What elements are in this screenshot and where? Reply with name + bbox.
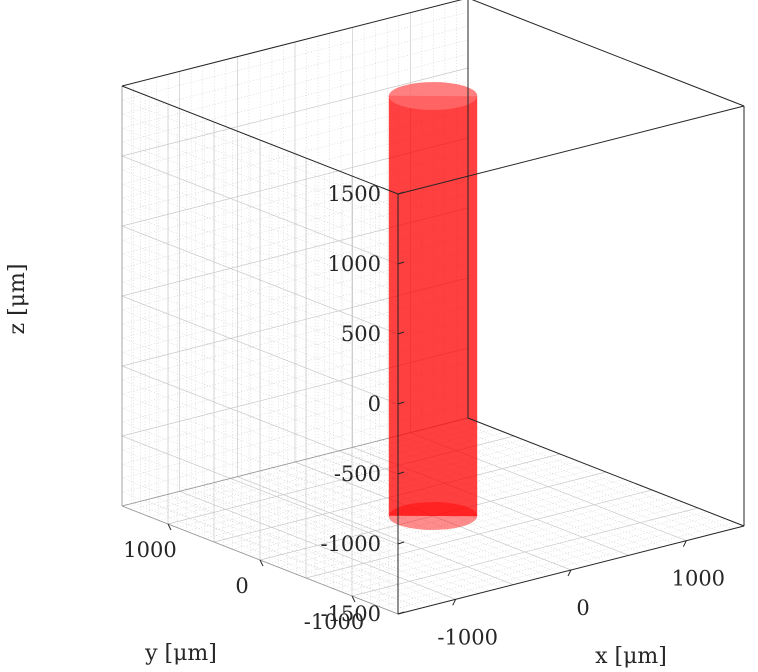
z-tick-label: -1500: [320, 602, 381, 626]
z-tick-mark: [397, 611, 405, 615]
floor-minor-grid-line: [223, 457, 570, 546]
side-wall-grid-line: [121, 379, 399, 489]
z-axis-label: z [μm]: [5, 264, 30, 335]
side-wall-grid-line: [121, 491, 399, 601]
cylinder-top-cap: [388, 82, 478, 110]
cylinder-body: [388, 95, 478, 517]
y-tick-label: -1000: [304, 610, 365, 634]
floor-minor-grid-line: [250, 468, 597, 557]
side-wall-grid-line: [121, 365, 399, 475]
box-edge: [397, 105, 745, 195]
side-wall-grid-line: [121, 323, 399, 433]
box-edge: [471, 0, 745, 107]
side-wall-grid-line: [121, 253, 399, 363]
side-wall-grid-line: [121, 337, 399, 447]
side-wall-grid-line: [121, 127, 399, 237]
back-wall-grid-line: [121, 25, 469, 115]
x-axis-label: x [μm]: [595, 644, 667, 669]
z-tick-label: -500: [334, 462, 381, 486]
z-tick-mark: [397, 261, 405, 265]
side-wall-grid-line: [121, 141, 399, 251]
floor-minor-grid-line: [351, 507, 699, 597]
floor-minor-grid-line: [324, 496, 671, 586]
side-wall-grid-line: [121, 211, 399, 321]
side-wall-grid-line: [121, 155, 399, 265]
side-wall-grid-line: [121, 239, 399, 349]
y-tick-mark: [259, 559, 264, 567]
side-wall-grid-line: [121, 309, 399, 419]
floor-minor-grid-line: [204, 450, 551, 539]
labels-layer: -1500-1000-500050010001500-100001000-100…: [5, 182, 725, 669]
side-wall-grid-line: [121, 197, 399, 307]
side-wall-grid-line: [121, 113, 399, 223]
side-wall-grid-line: [121, 99, 399, 209]
floor-minor-grid-line: [379, 518, 726, 608]
side-wall-grid-line: [121, 225, 399, 335]
z-tick-label: 1500: [328, 182, 381, 206]
x-tick-mark: [452, 599, 457, 606]
floor-minor-grid-line: [232, 460, 579, 550]
back-wall-grid-line: [121, 53, 469, 143]
side-wall-grid-line: [121, 435, 399, 545]
side-wall-grid-line: [121, 351, 399, 461]
z-tick-label: 0: [368, 392, 381, 416]
z-tick-mark: [397, 401, 405, 405]
z-tick-mark: [397, 331, 405, 335]
floor-minor-grid-line: [315, 493, 662, 582]
floor-minor-grid-line: [342, 504, 689, 593]
front-box-layer: [121, 0, 745, 615]
floor-minor-grid-line: [213, 453, 561, 543]
floor-minor-grid-line: [361, 511, 708, 600]
side-wall-grid-line: [121, 463, 399, 573]
side-wall-grid-line: [121, 477, 399, 587]
floor-minor-grid-line: [241, 464, 588, 554]
side-wall-grid-line: [121, 169, 399, 279]
side-wall-grid-line: [121, 393, 399, 503]
floor-minor-grid-line: [388, 522, 735, 611]
side-wall-grid-line: [121, 183, 399, 293]
x-tick-mark: [567, 569, 572, 577]
back-wall-grid-line: [121, 39, 469, 129]
side-wall-grid-line: [121, 281, 399, 391]
floor-minor-grid-line: [195, 446, 542, 536]
box-edge: [467, 417, 745, 527]
back-wall-grid-line: [121, 11, 469, 101]
box-edge: [121, 85, 399, 195]
x-tick-mark: [682, 540, 687, 547]
side-wall-grid-line: [121, 295, 399, 405]
side-wall-grid-line: [121, 421, 399, 531]
box-edge: [121, 0, 463, 87]
cylinder-layer: [388, 82, 478, 530]
floor-minor-grid-line: [278, 478, 625, 568]
side-wall-grid-line: [121, 449, 399, 559]
floor-minor-grid-line: [287, 482, 634, 572]
z-tick-label: -1000: [320, 532, 381, 556]
z-tick-mark: [397, 191, 405, 195]
z-tick-label: 500: [341, 322, 381, 346]
z-tick-label: 1000: [328, 252, 381, 276]
floor-minor-grid-line: [333, 500, 680, 590]
z-tick-mark: [397, 471, 405, 475]
x-tick-label: -1000: [437, 625, 498, 649]
y-tick-label: 1000: [123, 538, 176, 562]
x-tick-label: 0: [576, 596, 589, 620]
side-wall-grid-line: [121, 267, 399, 377]
floor-minor-grid-line: [305, 489, 653, 579]
y-tick-mark: [351, 595, 356, 603]
y-axis-label: y [μm]: [144, 641, 217, 666]
floor-minor-grid-line: [269, 475, 616, 564]
z-tick-mark: [397, 541, 405, 545]
back-wall-grid-line: [121, 67, 469, 157]
x-tick-label: 1000: [672, 567, 725, 591]
floor-minor-grid-line: [296, 486, 643, 575]
y-tick-mark: [167, 523, 172, 531]
y-tick-label: 0: [235, 574, 248, 598]
floor-minor-grid-line: [370, 514, 717, 604]
side-wall-grid-line: [121, 407, 399, 517]
